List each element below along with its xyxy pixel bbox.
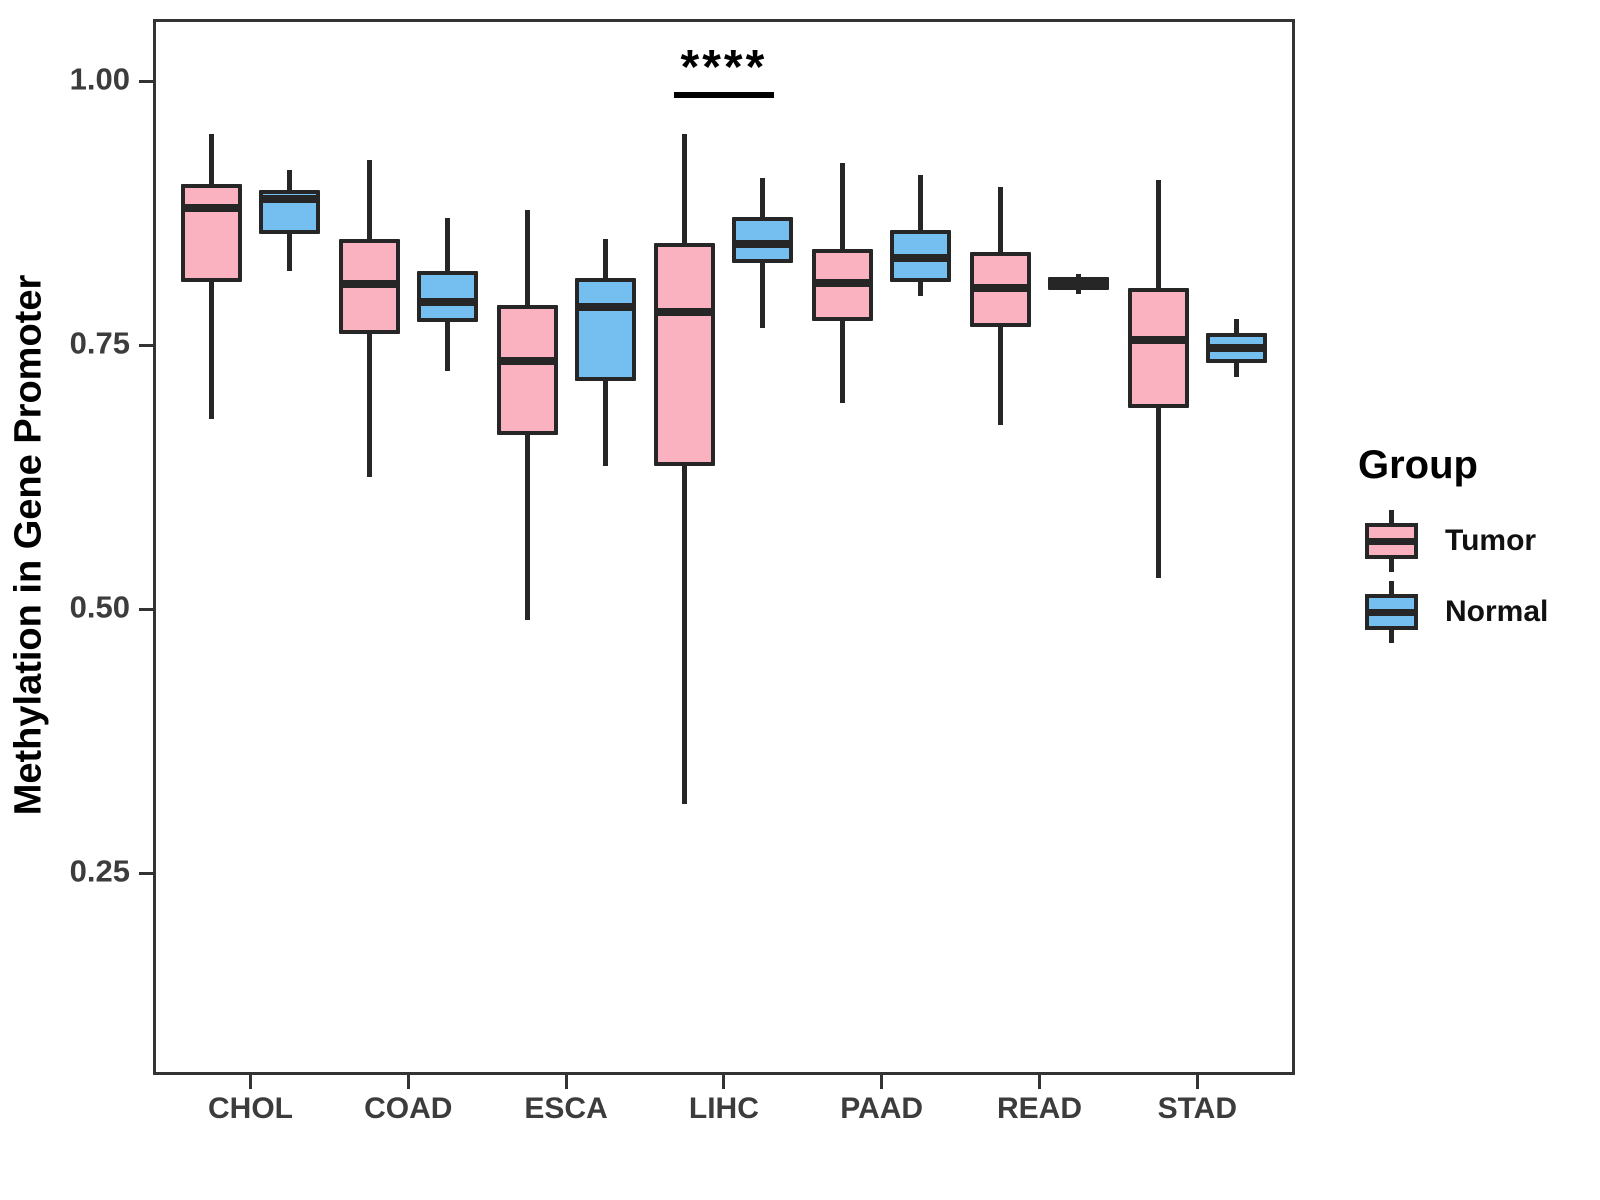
x-tick-mark xyxy=(249,1075,252,1089)
median-ESCA-Tumor xyxy=(496,356,558,365)
median-STAD-Tumor xyxy=(1127,335,1189,344)
plot-panel xyxy=(153,19,1295,1075)
x-tick-label-ESCA: ESCA xyxy=(524,1092,608,1125)
legend-key-whisker-top xyxy=(1388,581,1394,594)
median-STAD-Normal xyxy=(1205,344,1267,353)
legend-key-whisker-top xyxy=(1388,510,1394,523)
y-tick-mark xyxy=(139,871,154,875)
significance-stars: **** xyxy=(680,40,768,94)
y-tick-mark xyxy=(139,343,154,347)
x-tick-mark xyxy=(722,1075,726,1089)
median-PAAD-Normal xyxy=(890,254,952,263)
x-tick-mark xyxy=(406,1075,410,1089)
box-ESCA-Normal xyxy=(574,278,636,381)
x-tick-mark xyxy=(1195,1075,1199,1089)
legend-title: Group xyxy=(1358,443,1478,487)
x-tick-label-LIHC: LIHC xyxy=(688,1092,759,1125)
median-READ-Normal xyxy=(1048,279,1109,288)
x-tick-label-STAD: STAD xyxy=(1157,1092,1238,1125)
median-CHOL-Tumor xyxy=(181,203,242,212)
y-tick-label: 0.25 xyxy=(69,853,130,889)
box-CHOL-Tumor xyxy=(181,184,242,282)
legend-key-whisker-bottom xyxy=(1388,559,1394,572)
legend-key-median xyxy=(1364,537,1418,545)
median-COAD-Normal xyxy=(416,297,478,306)
box-ESCA-Tumor xyxy=(496,304,558,435)
median-LIHC-Tumor xyxy=(654,308,716,317)
median-COAD-Tumor xyxy=(338,279,400,288)
median-ESCA-Normal xyxy=(574,302,636,311)
y-tick-mark xyxy=(139,79,154,83)
y-tick-label: 0.75 xyxy=(69,325,130,361)
x-tick-mark xyxy=(880,1075,884,1089)
x-tick-label-PAAD: PAAD xyxy=(840,1092,924,1125)
x-tick-label-READ: READ xyxy=(996,1092,1083,1125)
y-tick-label: 1.00 xyxy=(69,61,130,97)
y-tick-mark xyxy=(139,607,154,611)
box-STAD-Tumor xyxy=(1127,287,1189,409)
legend-label-tumor: Tumor xyxy=(1445,524,1537,557)
legend-key-whisker-bottom xyxy=(1388,630,1394,643)
legend-key-median xyxy=(1364,608,1418,616)
box-COAD-Normal xyxy=(416,271,478,322)
box-LIHC-Tumor xyxy=(654,242,716,467)
whisker-LIHC-Tumor xyxy=(682,133,688,805)
x-tick-label-COAD: COAD xyxy=(364,1092,453,1125)
median-PAAD-Tumor xyxy=(812,278,874,287)
x-tick-label-CHOL: CHOL xyxy=(208,1092,293,1125)
x-tick-mark xyxy=(564,1075,568,1089)
median-LIHC-Normal xyxy=(732,239,794,248)
legend-label-normal: Normal xyxy=(1445,595,1549,628)
median-CHOL-Normal xyxy=(259,195,320,204)
y-tick-label: 0.50 xyxy=(69,589,130,625)
x-tick-mark xyxy=(1038,1075,1041,1089)
median-READ-Tumor xyxy=(970,283,1031,292)
significance-bar xyxy=(673,91,774,98)
